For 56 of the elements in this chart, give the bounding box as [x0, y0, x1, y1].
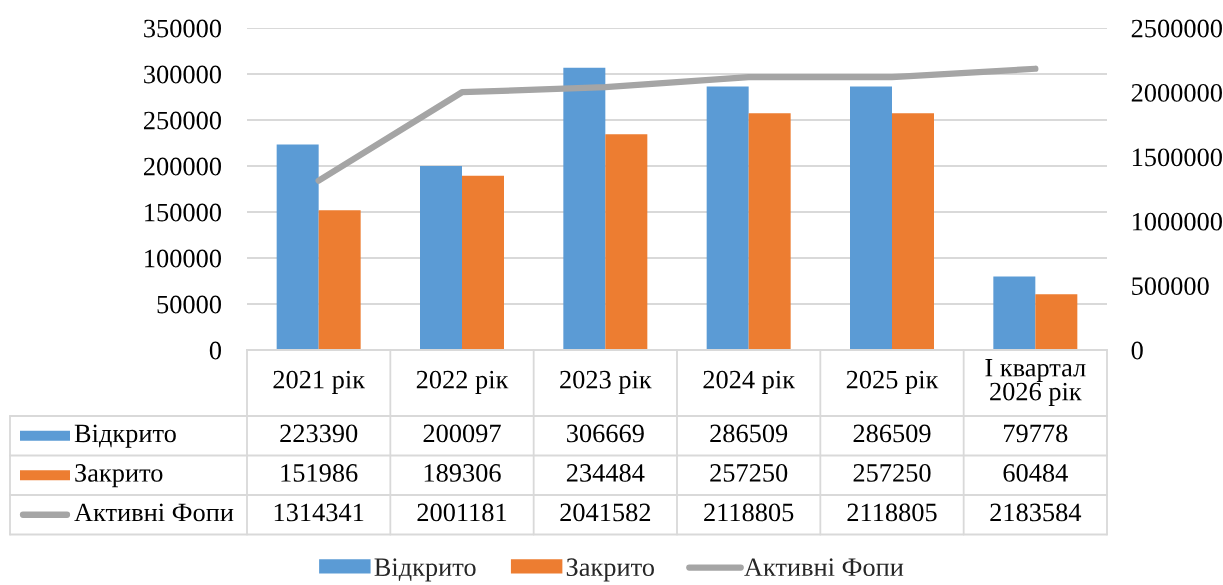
bar — [605, 134, 648, 350]
data-label: 2041582 — [560, 503, 651, 522]
data-label: 257250 — [710, 464, 788, 482]
y-tick-label: 350000 — [144, 19, 221, 38]
y-tick-label: 100000 — [145, 249, 221, 268]
bar — [748, 113, 791, 350]
data-label: 306669 — [567, 424, 644, 443]
text: Відкрито — [374, 558, 476, 582]
y-tick-label: 200000 — [143, 157, 221, 176]
y-tick-label: 150000 — [145, 203, 221, 222]
x-tick-label: I квартал 2026 рік — [985, 359, 1086, 406]
data-label: 189306 — [424, 464, 501, 482]
x-tick-label: 2025 рік — [846, 370, 939, 394]
data-label: 286509 — [853, 424, 931, 443]
bar — [563, 67, 606, 350]
y2-tick-label: 1500000 — [1132, 148, 1222, 167]
text: Закрито — [566, 558, 654, 582]
data-label: 200097 — [423, 424, 501, 443]
y-tick-label: 250000 — [143, 111, 221, 130]
data-label: 2183584 — [990, 503, 1082, 522]
y2-tick-label: 0 — [1131, 341, 1143, 360]
x-tick-label: 2021 рік — [273, 370, 366, 394]
bar — [276, 144, 319, 350]
x-tick-label: 2024 рік — [703, 370, 796, 394]
bar — [850, 86, 892, 350]
legend-label: Активні Фопи — [74, 503, 234, 522]
bar — [420, 165, 462, 350]
data-label: 234484 — [566, 464, 645, 482]
data-label: 151986 — [281, 464, 358, 482]
y-tick-label: 50000 — [157, 295, 221, 314]
data-label: 2001181 — [417, 503, 507, 522]
legend-label: Закрито — [75, 464, 163, 488]
bar — [1035, 294, 1078, 350]
data-label: 1314341 — [274, 503, 364, 522]
data-label: 2118805 — [704, 503, 794, 522]
bar — [318, 210, 361, 350]
y2-tick-label: 500000 — [1132, 277, 1209, 296]
legend-label: Відкрито — [74, 424, 176, 448]
y2-tick-label: 2500000 — [1131, 19, 1222, 38]
data-label: 79778 — [1004, 424, 1068, 443]
data-label: 257250 — [853, 464, 931, 482]
bar — [462, 175, 504, 350]
text: Активні Фопи — [744, 558, 904, 577]
data-label: 286509 — [710, 424, 788, 443]
y2-tick-label: 2000000 — [1131, 84, 1222, 102]
data-label: 60484 — [1003, 464, 1068, 482]
x-tick-label: 2023 рік — [560, 370, 652, 394]
bar — [706, 86, 749, 350]
x-tick-label: 2022 рік — [416, 370, 509, 394]
bar — [993, 276, 1036, 350]
data-label: 223390 — [280, 424, 358, 443]
y-tick-label: 0 — [209, 341, 221, 360]
y-tick-label: 300000 — [144, 65, 221, 84]
y2-tick-label: 1000000 — [1132, 212, 1222, 231]
bar — [892, 113, 934, 350]
data-label: 2118805 — [847, 503, 937, 522]
